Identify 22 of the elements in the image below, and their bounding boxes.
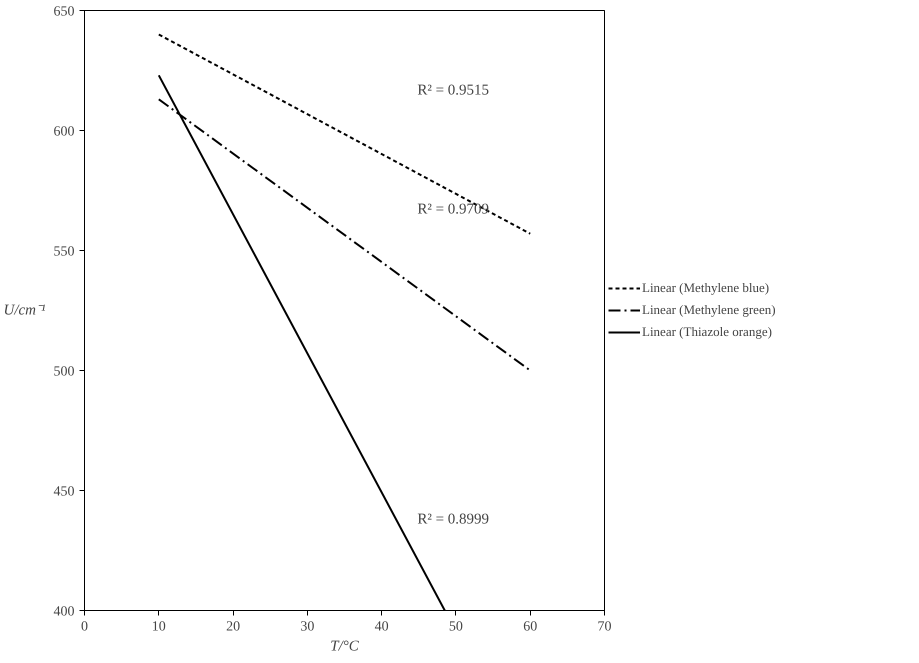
- y-tick-label: 550: [54, 244, 74, 260]
- y-tick-label: 400: [54, 604, 74, 620]
- legend-label: Linear (Thiazole orange): [642, 324, 772, 340]
- legend-label: Linear (Methylene blue): [642, 280, 770, 296]
- y-tick-label: 650: [54, 4, 74, 20]
- legend-label: Linear (Methylene green): [642, 302, 776, 318]
- y-axis-title: U/cm⁻¹: [4, 302, 46, 318]
- x-tick-label: 70: [598, 620, 612, 634]
- x-tick-label: 60: [523, 620, 538, 634]
- y-tick-label: 450: [54, 484, 74, 500]
- x-tick-label: 50: [448, 620, 463, 634]
- x-tick-label: 10: [152, 620, 166, 634]
- x-axis-title: T/°C: [330, 638, 360, 654]
- annotation: R² = 0.9515: [417, 82, 490, 98]
- annotation: R² = 0.9709: [417, 202, 490, 218]
- annotation: R² = 0.8999: [417, 511, 490, 528]
- x-tick-label: 30: [300, 620, 314, 634]
- x-tick-label: 0: [81, 620, 88, 634]
- x-tick-label: 40: [374, 620, 389, 634]
- y-tick-label: 600: [54, 124, 74, 140]
- x-tick-label: 20: [226, 620, 240, 634]
- y-tick-label: 500: [54, 364, 74, 380]
